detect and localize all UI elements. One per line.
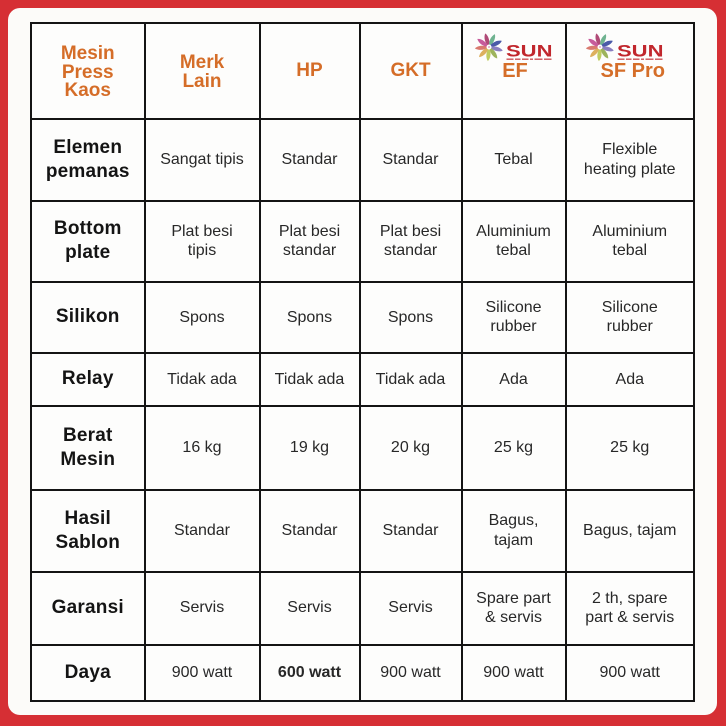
svg-text:SUN: SUN [617,41,664,60]
svg-text:SUN: SUN [506,41,553,60]
